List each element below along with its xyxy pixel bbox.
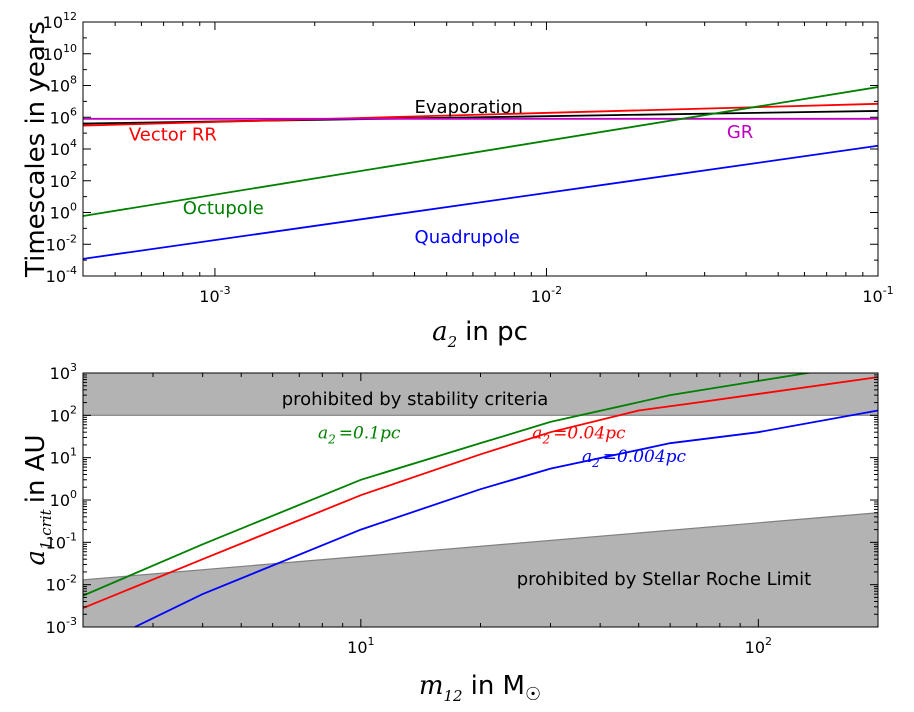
bottom-x-axis-label: m12 in M☉ (419, 671, 541, 705)
y-tick-label-5: 102 (50, 403, 77, 425)
x-tick-label-1: 102 (745, 635, 772, 657)
series-label-0: Evaporation (415, 97, 523, 118)
series-label-2: a2 =0.004pc (582, 447, 687, 470)
sun-symbol: ☉ (525, 684, 541, 705)
top-series-lines (83, 86, 878, 260)
x-tick-label-0: 10-3 (199, 284, 230, 306)
series-label-3: Octupole (183, 198, 264, 219)
y-tick-label-1: 10-2 (46, 232, 77, 254)
bottom-region-label-roche: prohibited by Stellar Roche Limit (517, 569, 812, 590)
y-tick-label-1: 10-2 (46, 573, 77, 595)
stability-region (83, 373, 878, 416)
x-tick-label-1: 10-2 (531, 284, 562, 306)
y-tick-label-6: 103 (50, 361, 77, 383)
series-line-2 (134, 409, 878, 627)
y-tick-label-2: 10-1 (46, 530, 77, 552)
series-label-4: Quadrupole (415, 227, 520, 248)
roche-boundary (83, 512, 878, 581)
series-label-2: GR (727, 122, 753, 143)
top-y-axis-label: Timescales in years (21, 21, 51, 278)
series-label-1: Vector RR (129, 124, 217, 145)
y-tick-label-3: 100 (50, 488, 77, 510)
series-label-0: a2 =0.1pc (318, 424, 401, 447)
top-ticks: 10-3 10-2 10-1 10-4 10-2 100 102 104 106 108 1010 1… (43, 10, 894, 306)
y-tick-label-4: 101 (50, 446, 77, 468)
y-tick-label-4: 104 (50, 137, 77, 159)
series-line-1 (83, 376, 878, 609)
y-tick-label-0: 10-3 (46, 615, 77, 637)
y-tick-label-2: 100 (50, 201, 77, 223)
bottom-y-axis-label: a1,critin AU (21, 434, 55, 565)
bottom-regions (83, 373, 878, 627)
y-tick-label-6: 108 (50, 74, 77, 96)
series-label-1: a2 =0.04pc (532, 424, 626, 447)
series-line-4 (83, 144, 878, 260)
y-tick-label-8: 1012 (43, 10, 77, 32)
series-line-3 (83, 86, 878, 217)
y-tick-label-7: 1010 (43, 42, 77, 64)
bottom-region-label-stability: prohibited by stability criteria (282, 389, 549, 410)
series-line-1 (83, 102, 878, 127)
x-tick-label-0: 101 (347, 635, 374, 657)
bottom-ticks: 101 102 10-3 10-2 10-1 100 101 102 103 (46, 361, 878, 657)
roche-region (83, 512, 878, 627)
y-tick-label-5: 106 (50, 105, 77, 127)
top-panel: 10-3 10-2 10-1 10-4 10-2 100 102 104 106 108 1010 1… (21, 10, 894, 351)
top-x-axis-label: a2 in pc (432, 317, 528, 351)
top-series-labels: Evaporation Vector RR GR Octupole Quadrupole (129, 97, 753, 248)
y-tick-label-3: 102 (50, 169, 77, 191)
y-tick-label-0: 10-4 (46, 264, 77, 286)
x-tick-label-2: 10-1 (862, 284, 893, 306)
